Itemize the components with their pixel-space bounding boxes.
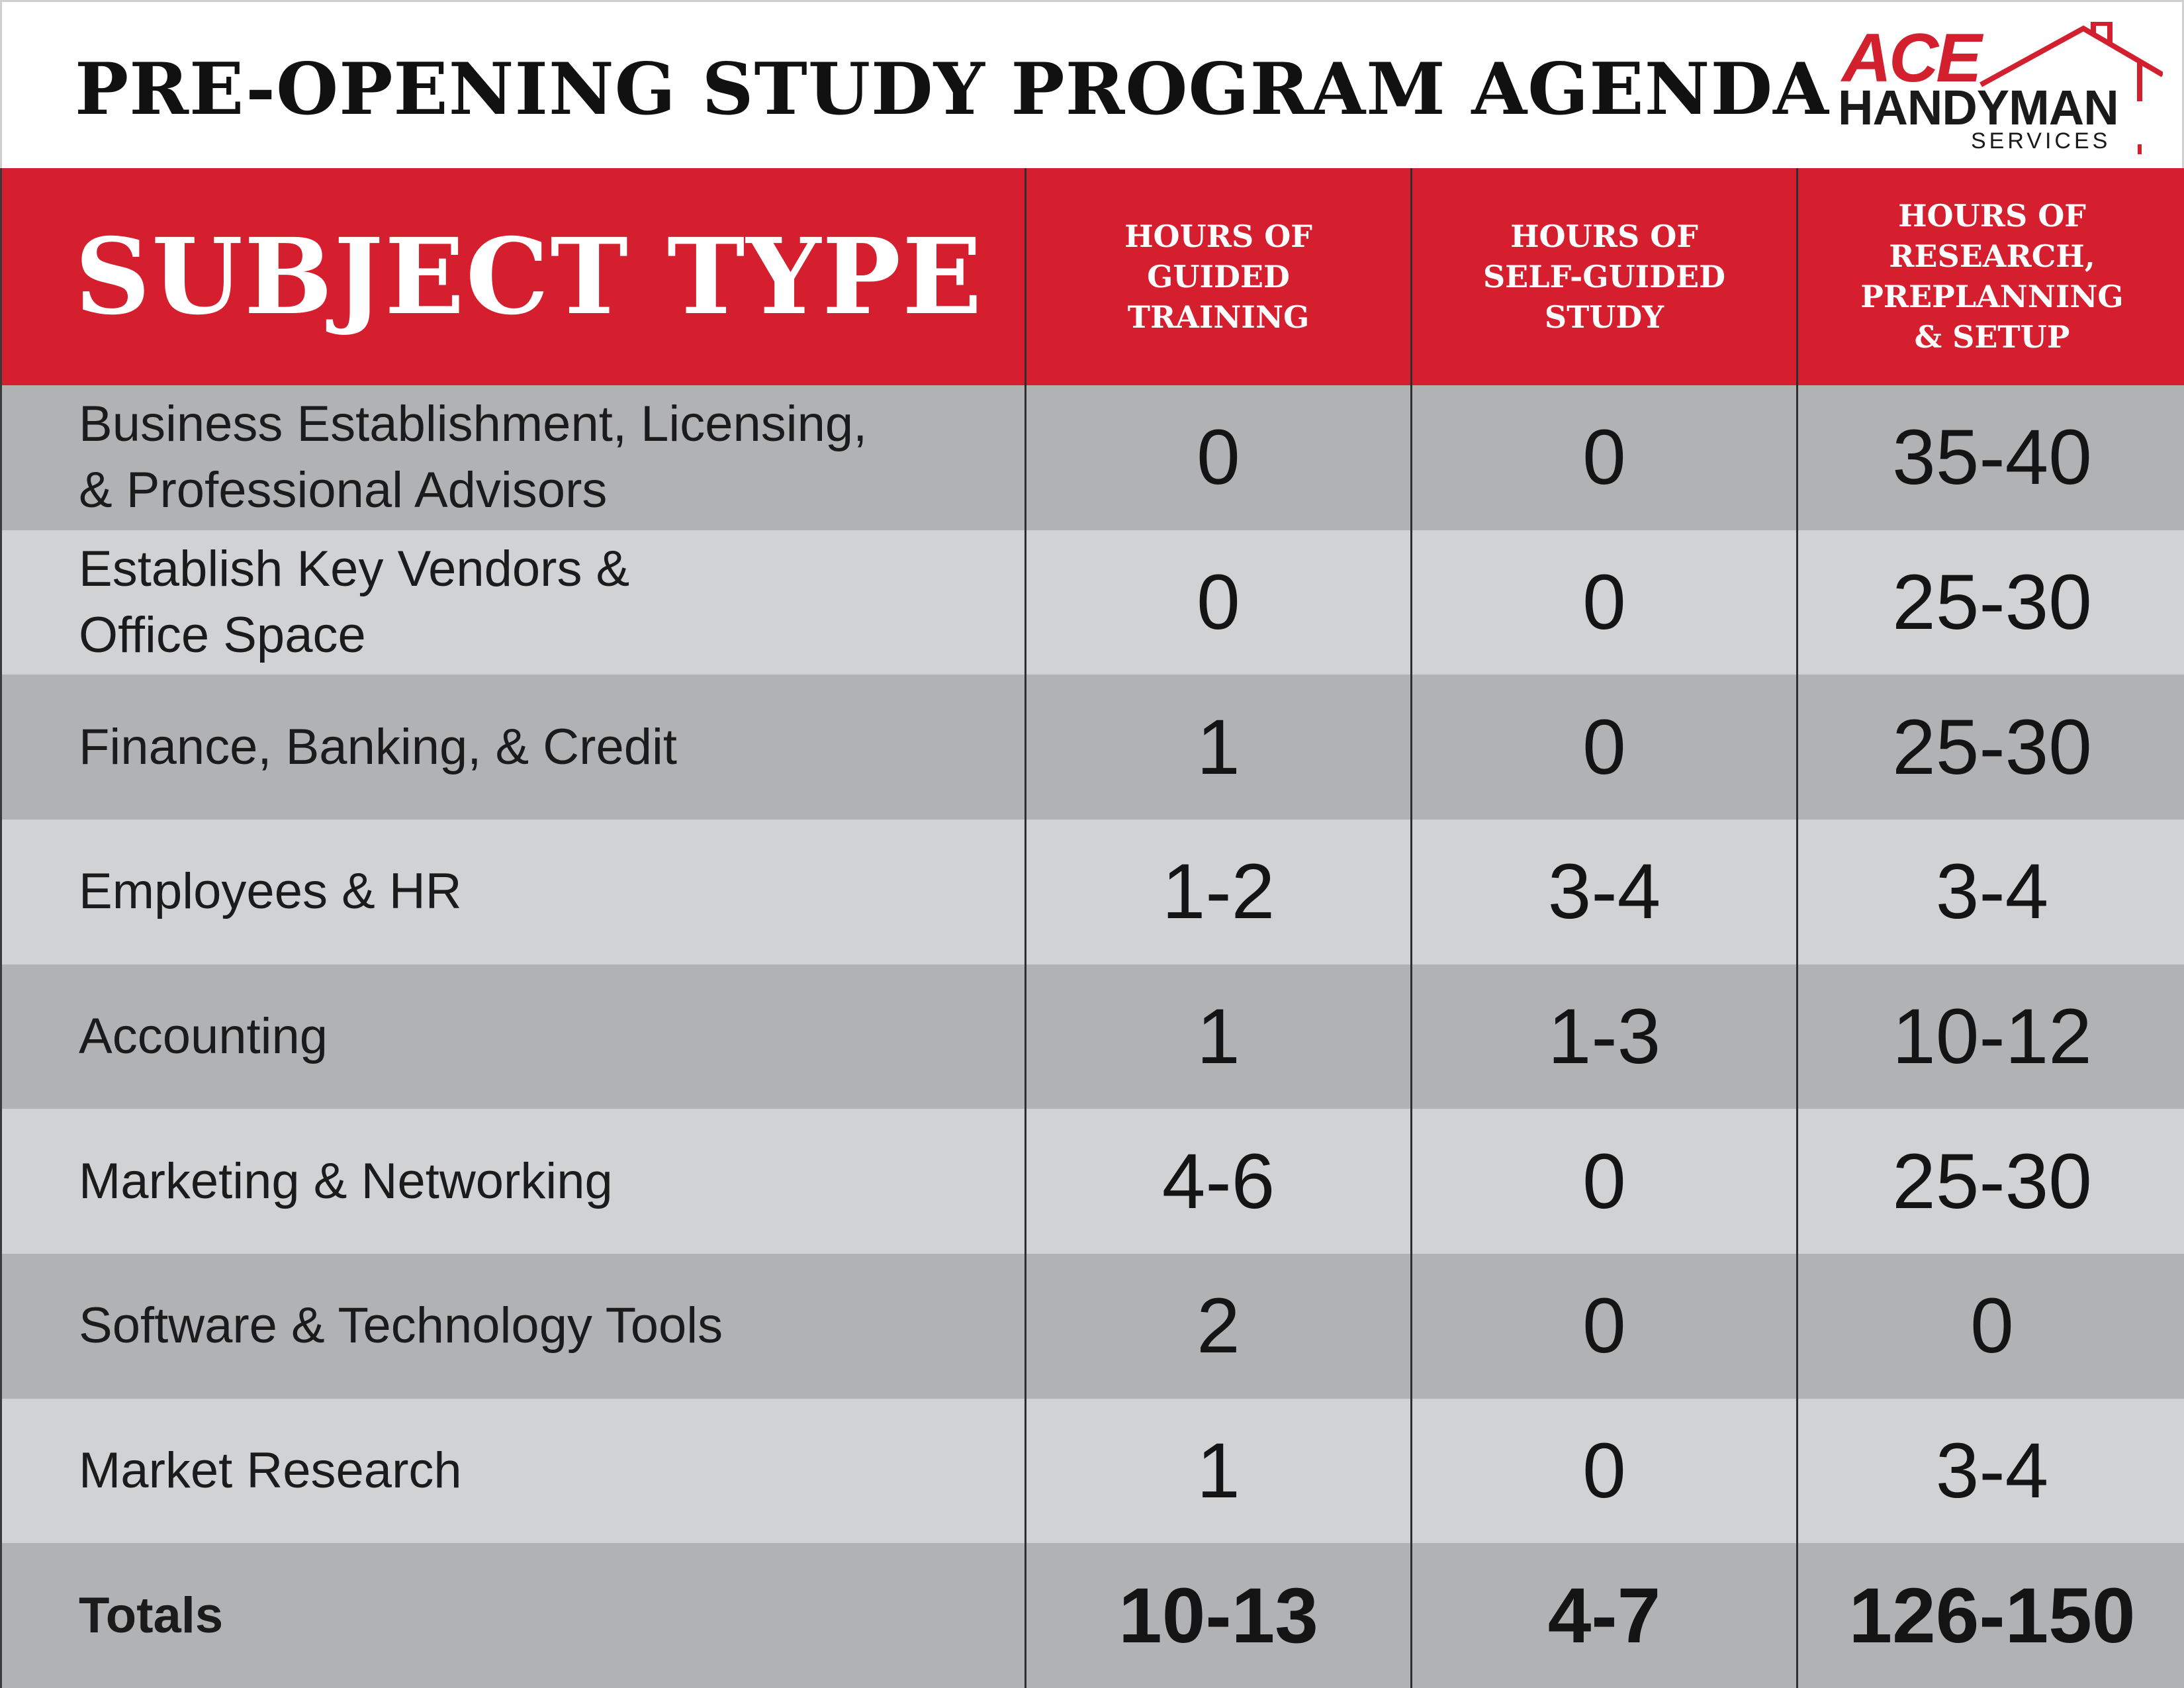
value-text: 25-30 [1892,1137,2092,1225]
value-text: 0 [1582,1282,1626,1370]
table-cell-self-guided: 3-4 [1410,819,1796,964]
agenda-table: SUBJECT TYPE HOURS OF GUIDED TRAINING HO… [0,168,2184,1688]
value-text: 1 [1197,1427,1240,1515]
value-text: 2 [1197,1282,1240,1370]
value-text: 0 [1582,558,1626,646]
logo-ace-text: ACE [1842,20,1982,97]
value-text: 4-7 [1547,1571,1661,1660]
value-text: 3-4 [1935,848,2049,936]
value-text: 10-12 [1892,992,2092,1080]
table-row-subject: Employees & HR [2,819,1024,964]
table-cell-research: 3-4 [1796,1398,2184,1544]
value-text: 126-150 [1848,1571,2136,1660]
value-text: 4-6 [1161,1137,1275,1225]
table-row-subject: Marketing & Networking [2,1109,1024,1254]
table-cell-guided: 1-2 [1024,819,1410,964]
totals-research: 126-150 [1796,1543,2184,1688]
column-header-research: HOURS OF RESEARCH, PREPLANNING & SETUP [1796,168,2184,385]
subject-type-header: SUBJECT TYPE [2,168,1024,385]
page-title: PRE-OPENING STUDY PROGRAM AGENDA [75,48,1829,131]
table-cell-research: 25-30 [1796,1109,2184,1254]
table-cell-self-guided: 0 [1410,530,1796,675]
subject-type-label: SUBJECT TYPE [75,215,983,338]
table-row-subject: Market Research [2,1398,1024,1544]
value-text: 3-4 [1547,848,1661,936]
totals-self-guided: 4-7 [1410,1543,1796,1688]
table-row-subject: Finance, Banking, & Credit [2,675,1024,820]
value-text: 1-3 [1547,992,1661,1080]
table-cell-research: 35-40 [1796,385,2184,530]
table-cell-research: 10-12 [1796,964,2184,1109]
value-text: 0 [1582,1137,1626,1225]
table-cell-guided: 1 [1024,1398,1410,1544]
value-text: 3-4 [1935,1427,2049,1515]
table-cell-self-guided: 0 [1410,385,1796,530]
house-roof-icon [1979,22,2163,154]
table-cell-guided: 0 [1024,385,1410,530]
value-text: 35-40 [1892,414,2092,502]
table-cell-self-guided: 0 [1410,1109,1796,1254]
value-text: 25-30 [1892,703,2092,791]
value-text: 0 [1197,558,1240,646]
column-header-guided: HOURS OF GUIDED TRAINING [1024,168,1410,385]
ace-handyman-logo: ACE HANDYMAN SERVICES [1829,22,2163,158]
table-cell-self-guided: 0 [1410,1253,1796,1399]
table-cell-self-guided: 1-3 [1410,964,1796,1109]
logo-services-text: SERVICES [1971,128,2111,154]
value-text: 0 [1970,1282,2014,1370]
value-text: 10-13 [1118,1571,1318,1660]
table-row-subject: Accounting [2,964,1024,1109]
column-header-self-guided-label: HOURS OF SELF-GUIDED STUDY [1482,218,1726,335]
table-cell-guided: 0 [1024,530,1410,675]
column-header-research-label: HOURS OF RESEARCH, PREPLANNING & SETUP [1860,198,2124,355]
column-header-self-guided: HOURS OF SELF-GUIDED STUDY [1410,168,1796,385]
value-text: 0 [1582,414,1626,502]
table-row-subject: Software & Technology Tools [2,1253,1024,1399]
table-row-subject: Business Establishment, Licensing, & Pro… [2,385,1024,530]
value-text: 1 [1197,703,1240,791]
value-text: 25-30 [1892,558,2092,646]
value-text: 0 [1197,414,1240,502]
value-text: 1 [1197,992,1240,1080]
table-row-subject: Establish Key Vendors & Office Space [2,530,1024,675]
table-cell-research: 25-30 [1796,675,2184,820]
table-cell-research: 3-4 [1796,819,2184,964]
totals-label: Totals [2,1543,1024,1688]
totals-guided: 10-13 [1024,1543,1410,1688]
page-header: PRE-OPENING STUDY PROGRAM AGENDA ACE HAN… [0,0,2184,168]
value-text: 0 [1582,703,1626,791]
value-text: 1-2 [1161,848,1275,936]
table-cell-self-guided: 0 [1410,1398,1796,1544]
table-cell-research: 0 [1796,1253,2184,1399]
logo-handyman-text: HANDYMAN [1838,80,2119,135]
table-cell-research: 25-30 [1796,530,2184,675]
table-cell-guided: 1 [1024,675,1410,820]
column-header-guided-label: HOURS OF GUIDED TRAINING [1124,218,1312,335]
table-cell-guided: 1 [1024,964,1410,1109]
table-cell-guided: 2 [1024,1253,1410,1399]
value-text: 0 [1582,1427,1626,1515]
table-cell-guided: 4-6 [1024,1109,1410,1254]
table-cell-self-guided: 0 [1410,675,1796,820]
